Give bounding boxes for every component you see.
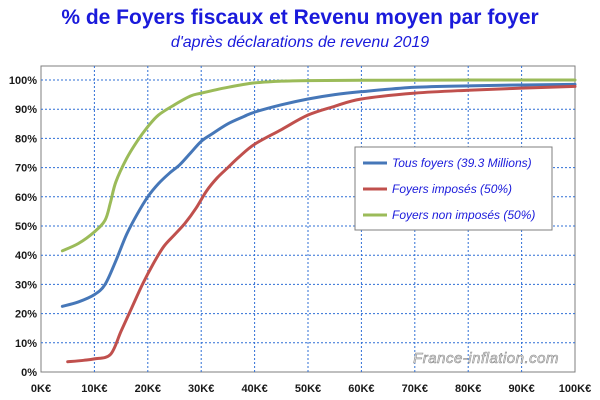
x-tick-label: 90K€	[508, 383, 534, 395]
x-tick-label: 80K€	[455, 383, 481, 395]
y-tick-label: 20%	[15, 309, 37, 321]
x-tick-label: 20K€	[135, 383, 161, 395]
y-tick-label: 40%	[15, 250, 37, 262]
x-tick-label: 70K€	[402, 383, 428, 395]
chart-title: % de Foyers fiscaux et Revenu moyen par …	[61, 6, 539, 29]
y-tick-label: 90%	[15, 104, 37, 116]
x-tick-label: 100K€	[559, 383, 591, 395]
legend-box	[354, 146, 553, 231]
x-tick-label: 30K€	[188, 383, 214, 395]
y-tick-label: 100%	[9, 75, 37, 87]
axis-tick-labels: 0K€ 10K€ 20K€ 30K€ 40K€ 50K€ 60K€ 70K€ 80K€ 90K€ 1…	[9, 75, 591, 395]
y-tick-label: 60%	[15, 192, 37, 204]
y-tick-label: 50%	[15, 221, 37, 233]
y-tick-label: 30%	[15, 279, 37, 291]
x-tick-label: 10K€	[81, 383, 107, 395]
y-tick-label: 0%	[21, 367, 37, 379]
legend: Tous foyers (39.3 Millions) Foyers imposé…	[354, 146, 553, 231]
series-line-foyers-non-imposes	[60, 78, 577, 253]
x-tick-label: 40K€	[241, 383, 267, 395]
watermark-text: France-inflation.com	[413, 350, 559, 367]
y-tick-label: 70%	[15, 163, 37, 175]
legend-label: Foyers non imposés (50%)	[392, 208, 535, 222]
legend-label: Foyers imposés (50%)	[392, 182, 512, 196]
x-tick-label: 60K€	[348, 383, 374, 395]
watermark: France-inflation.com	[413, 350, 559, 368]
series-line-tous-foyers	[60, 82, 577, 308]
legend-label: Tous foyers (39.3 Millions)	[392, 156, 532, 170]
chart-subtitle: d'après déclarations de revenu 2019	[170, 34, 430, 51]
x-tick-label: 50K€	[295, 383, 321, 395]
series-line-foyers-imposes	[66, 84, 577, 364]
y-tick-label: 80%	[15, 133, 37, 145]
y-tick-label: 10%	[15, 338, 37, 350]
series-lines	[60, 78, 577, 364]
x-tick-label: 0K€	[31, 383, 51, 395]
